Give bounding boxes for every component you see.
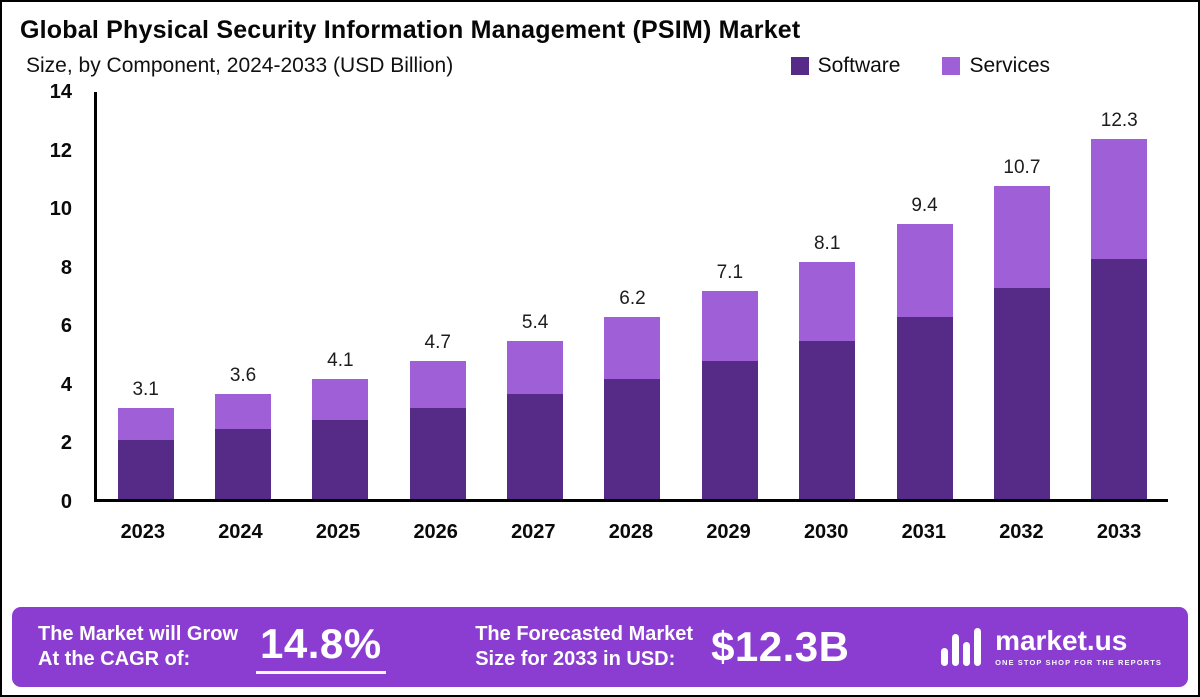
services-swatch-icon xyxy=(942,57,961,75)
x-axis-label: 2032 xyxy=(999,521,1044,543)
forecast-label: The Forecasted Market Size for 2033 in U… xyxy=(475,622,693,672)
bar-total-label: 4.1 xyxy=(327,349,354,371)
legend-item-services: Services xyxy=(942,54,1050,78)
cagr-value: 14.8% xyxy=(256,620,386,674)
bar-total-label: 3.6 xyxy=(229,364,257,386)
y-tick-label: 0 xyxy=(60,491,72,513)
y-tick-label: 4 xyxy=(60,373,72,396)
bar-column: 6.2 xyxy=(596,288,668,499)
bar-segment-software xyxy=(215,428,272,499)
bar-column: 8.1 xyxy=(791,233,863,499)
bar-segment-software xyxy=(312,419,369,499)
footer-banner: The Market will Grow At the CAGR of: 14.… xyxy=(12,607,1188,687)
bar-segment-services xyxy=(409,361,466,409)
x-axis-label: 2031 xyxy=(901,521,947,543)
bar-column: 4.7 xyxy=(402,332,474,499)
bar-segment-software xyxy=(604,378,661,499)
bar-segment-services xyxy=(896,223,953,318)
bar-column: 3.1 xyxy=(110,379,182,499)
bar-segment-software xyxy=(993,288,1050,499)
subtitle-row: Size, by Component, 2024-2033 (USD Billi… xyxy=(20,54,1178,78)
legend-label-software: Software xyxy=(817,54,901,77)
brand-name: market.us xyxy=(995,625,1128,657)
bar-column: 7.1 xyxy=(694,262,766,499)
brand-group: market.us ONE STOP SHOP FOR THE REPORTS xyxy=(939,626,1162,668)
x-axis-label: 2027 xyxy=(511,521,556,543)
x-axis-label: 2024 xyxy=(218,521,263,543)
y-tick-label: 10 xyxy=(49,198,72,221)
y-tick-label: 6 xyxy=(60,315,72,338)
x-axis-label: 2028 xyxy=(608,521,654,543)
bar-segment-services xyxy=(799,261,856,341)
bar-total-label: 12.3 xyxy=(1100,109,1138,131)
cagr-group: The Market will Grow At the CAGR of: 14.… xyxy=(38,620,386,674)
y-tick-label: 14 xyxy=(49,81,72,103)
bar-segment-software xyxy=(799,340,856,499)
bar-total-label: 9.4 xyxy=(911,194,938,216)
x-axis: 2023 2024 2025 2026 2027 2028 2029 2030 2031 2032… xyxy=(94,521,1168,544)
chart-header: Global Physical Security Information Man… xyxy=(2,2,1198,78)
bar-column: 12.3 xyxy=(1083,110,1155,499)
x-axis-label: 2030 xyxy=(803,521,849,543)
bar-total-label: 8.1 xyxy=(813,232,841,254)
bar-total-label: 3.1 xyxy=(132,379,159,401)
bar-segment-services xyxy=(604,317,661,379)
legend: Software Services xyxy=(790,54,1050,78)
bar-segment-software xyxy=(701,361,758,499)
bar-segment-services xyxy=(312,378,369,420)
brand-text: market.us ONE STOP SHOP FOR THE REPORTS xyxy=(995,627,1162,667)
bar-segment-software xyxy=(507,393,564,499)
y-tick-label: 8 xyxy=(60,256,72,279)
bar-segment-software xyxy=(409,408,466,499)
chart-subtitle: Size, by Component, 2024-2033 (USD Billi… xyxy=(26,54,454,77)
legend-label-services: Services xyxy=(969,54,1050,77)
brand-tagline: ONE STOP SHOP FOR THE REPORTS xyxy=(995,658,1162,668)
bar-column: 3.6 xyxy=(207,365,279,499)
x-axis-label: 2033 xyxy=(1096,521,1142,543)
bar-total-label: 10.7 xyxy=(1003,156,1041,178)
bar-segment-services xyxy=(701,291,758,362)
bar-segment-software xyxy=(117,440,174,499)
bar-segment-software xyxy=(1091,258,1148,499)
cagr-label-line1: The Market will Grow xyxy=(38,623,239,645)
bar-column: 9.4 xyxy=(889,195,961,499)
bar-column: 10.7 xyxy=(986,157,1058,499)
bar-segment-services xyxy=(117,408,174,441)
bar-total-label: 4.7 xyxy=(424,332,451,354)
bar-segment-services xyxy=(1091,138,1148,259)
forecast-group: The Forecasted Market Size for 2033 in U… xyxy=(475,622,849,672)
y-axis: 0 2 4 6 8 10 12 14 xyxy=(14,81,86,513)
x-axis-label: 2025 xyxy=(315,521,361,543)
legend-item-software: Software xyxy=(790,54,901,78)
cagr-label-line2: At the CAGR of: xyxy=(38,648,191,670)
plot-area: 3.1 3.6 4.1 4.7 5.4 6.2 7.1 8.1 9.4 10.7 12.3 xyxy=(94,92,1168,502)
bar-total-label: 6.2 xyxy=(619,288,646,310)
bar-segment-software xyxy=(896,317,953,499)
marketus-logo-icon xyxy=(941,628,982,666)
bar-column: 5.4 xyxy=(499,312,571,499)
bar-total-label: 5.4 xyxy=(521,311,549,333)
y-tick-label: 12 xyxy=(49,139,72,162)
forecast-value: $12.3B xyxy=(711,623,850,670)
bar-total-label: 7.1 xyxy=(716,262,744,284)
forecast-label-line1: The Forecasted Market xyxy=(475,623,694,645)
bar-segment-services xyxy=(215,393,272,429)
chart-title: Global Physical Security Information Man… xyxy=(20,16,801,44)
bar-segment-services xyxy=(993,185,1050,289)
software-swatch-icon xyxy=(790,57,809,75)
bar-column: 4.1 xyxy=(304,350,376,499)
bar-chart: 0 2 4 6 8 10 12 14 3.1 3.6 4.1 4.7 5.4 6.2 7.1 8.1 9.4 1… xyxy=(14,80,1182,552)
x-axis-label: 2026 xyxy=(413,521,458,543)
x-axis-label: 2029 xyxy=(706,521,751,543)
bar-segment-services xyxy=(507,340,564,394)
x-axis-label: 2023 xyxy=(120,521,166,543)
cagr-label: The Market will Grow At the CAGR of: xyxy=(38,622,238,672)
forecast-label-line2: Size for 2033 in USD: xyxy=(475,648,676,670)
y-tick-label: 2 xyxy=(60,432,72,455)
